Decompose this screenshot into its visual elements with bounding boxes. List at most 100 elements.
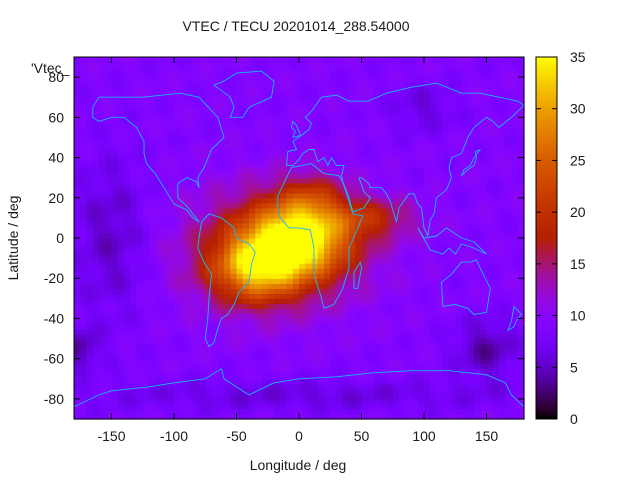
- heatmap-cell: [474, 268, 481, 274]
- heatmap-cell: [261, 343, 269, 350]
- heatmap-cell: [317, 112, 325, 118]
- heatmap-cell: [311, 142, 319, 149]
- heatmap-cell: [424, 127, 431, 134]
- heatmap-cell: [505, 378, 513, 385]
- heatmap-cell: [267, 338, 275, 345]
- heatmap-cell: [167, 132, 175, 139]
- heatmap-cell: [136, 202, 144, 209]
- heatmap-cell: [399, 408, 406, 415]
- heatmap-cell: [449, 323, 456, 330]
- heatmap-cell: [224, 142, 231, 149]
- heatmap-cell: [149, 278, 156, 284]
- heatmap-cell: [380, 283, 388, 289]
- heatmap-cell: [455, 318, 463, 325]
- heatmap-cell: [480, 102, 488, 108]
- heatmap-cell: [174, 207, 181, 214]
- heatmap-cell: [411, 253, 419, 259]
- heatmap-cell: [230, 127, 238, 134]
- heatmap-cell: [111, 273, 119, 279]
- heatmap-cell: [342, 157, 350, 164]
- heatmap-cell: [136, 243, 144, 249]
- heatmap-cell: [436, 408, 444, 415]
- heatmap-cell: [180, 92, 188, 98]
- heatmap-cell: [74, 212, 81, 219]
- heatmap-cell: [442, 137, 450, 144]
- heatmap-cell: [392, 132, 400, 139]
- heatmap-cell: [349, 353, 356, 360]
- heatmap-cell: [467, 147, 475, 154]
- heatmap-cell: [224, 258, 231, 264]
- heatmap-cell: [474, 77, 481, 83]
- heatmap-cell: [336, 328, 344, 335]
- heatmap-cell: [467, 298, 475, 304]
- heatmap-cell: [117, 268, 125, 274]
- heatmap-cell: [155, 368, 163, 375]
- heatmap-cell: [405, 378, 413, 385]
- heatmap-cell: [411, 278, 419, 284]
- heatmap-cell: [242, 293, 250, 299]
- heatmap-cell: [267, 368, 275, 375]
- heatmap-cell: [74, 167, 81, 174]
- heatmap-cell: [80, 263, 88, 269]
- heatmap-cell: [474, 393, 481, 400]
- heatmap-cell: [236, 132, 244, 139]
- heatmap-cell: [424, 328, 431, 335]
- heatmap-cell: [249, 383, 256, 390]
- heatmap-cell: [217, 202, 225, 209]
- heatmap-cell: [230, 62, 238, 68]
- heatmap-cell: [180, 107, 188, 113]
- heatmap-cell: [105, 373, 113, 380]
- heatmap-cell: [186, 127, 194, 134]
- heatmap-cell: [292, 102, 300, 108]
- heatmap-cell: [349, 398, 356, 405]
- heatmap-cell: [217, 333, 225, 340]
- heatmap-cell: [99, 293, 106, 299]
- heatmap-cell: [236, 318, 244, 325]
- heatmap-cell: [342, 117, 350, 123]
- heatmap-cell: [124, 147, 131, 154]
- heatmap-cell: [392, 197, 400, 204]
- heatmap-cell: [236, 278, 244, 284]
- heatmap-cell: [355, 243, 363, 249]
- heatmap-cell: [380, 117, 388, 123]
- heatmap-cell: [292, 323, 300, 330]
- heatmap-cell: [399, 378, 406, 385]
- heatmap-cell: [117, 187, 125, 194]
- heatmap-cell: [261, 147, 269, 154]
- heatmap-cell: [99, 288, 106, 294]
- heatmap-cell: [242, 303, 250, 309]
- heatmap-cell: [230, 117, 238, 123]
- heatmap-cell: [411, 67, 419, 73]
- heatmap-cell: [442, 348, 450, 355]
- heatmap-cell: [205, 87, 213, 93]
- heatmap-cell: [286, 137, 294, 144]
- heatmap-cell: [261, 82, 269, 88]
- heatmap-cell: [136, 283, 144, 289]
- heatmap-cell: [86, 363, 94, 370]
- heatmap-cell: [180, 172, 188, 179]
- heatmap-cell: [124, 187, 131, 194]
- heatmap-cell: [467, 408, 475, 415]
- heatmap-cell: [92, 97, 100, 103]
- heatmap-cell: [261, 313, 269, 320]
- heatmap-cell: [367, 303, 375, 309]
- heatmap-cell: [174, 197, 181, 204]
- heatmap-cell: [249, 313, 256, 320]
- heatmap-cell: [299, 137, 306, 144]
- heatmap-cell: [499, 152, 506, 159]
- heatmap-cell: [411, 77, 419, 83]
- heatmap-cell: [436, 318, 444, 325]
- heatmap-cell: [249, 408, 256, 415]
- heatmap-cell: [417, 403, 425, 410]
- heatmap-cell: [99, 157, 106, 164]
- heatmap-cell: [149, 393, 156, 400]
- heatmap-cell: [361, 172, 369, 179]
- heatmap-cell: [192, 107, 200, 113]
- heatmap-cell: [311, 107, 319, 113]
- heatmap-cell: [436, 278, 444, 284]
- heatmap-cell: [430, 222, 438, 229]
- heatmap-cell: [155, 303, 163, 309]
- heatmap-cell: [199, 97, 206, 103]
- heatmap-cell: [292, 318, 300, 325]
- heatmap-cell: [442, 318, 450, 325]
